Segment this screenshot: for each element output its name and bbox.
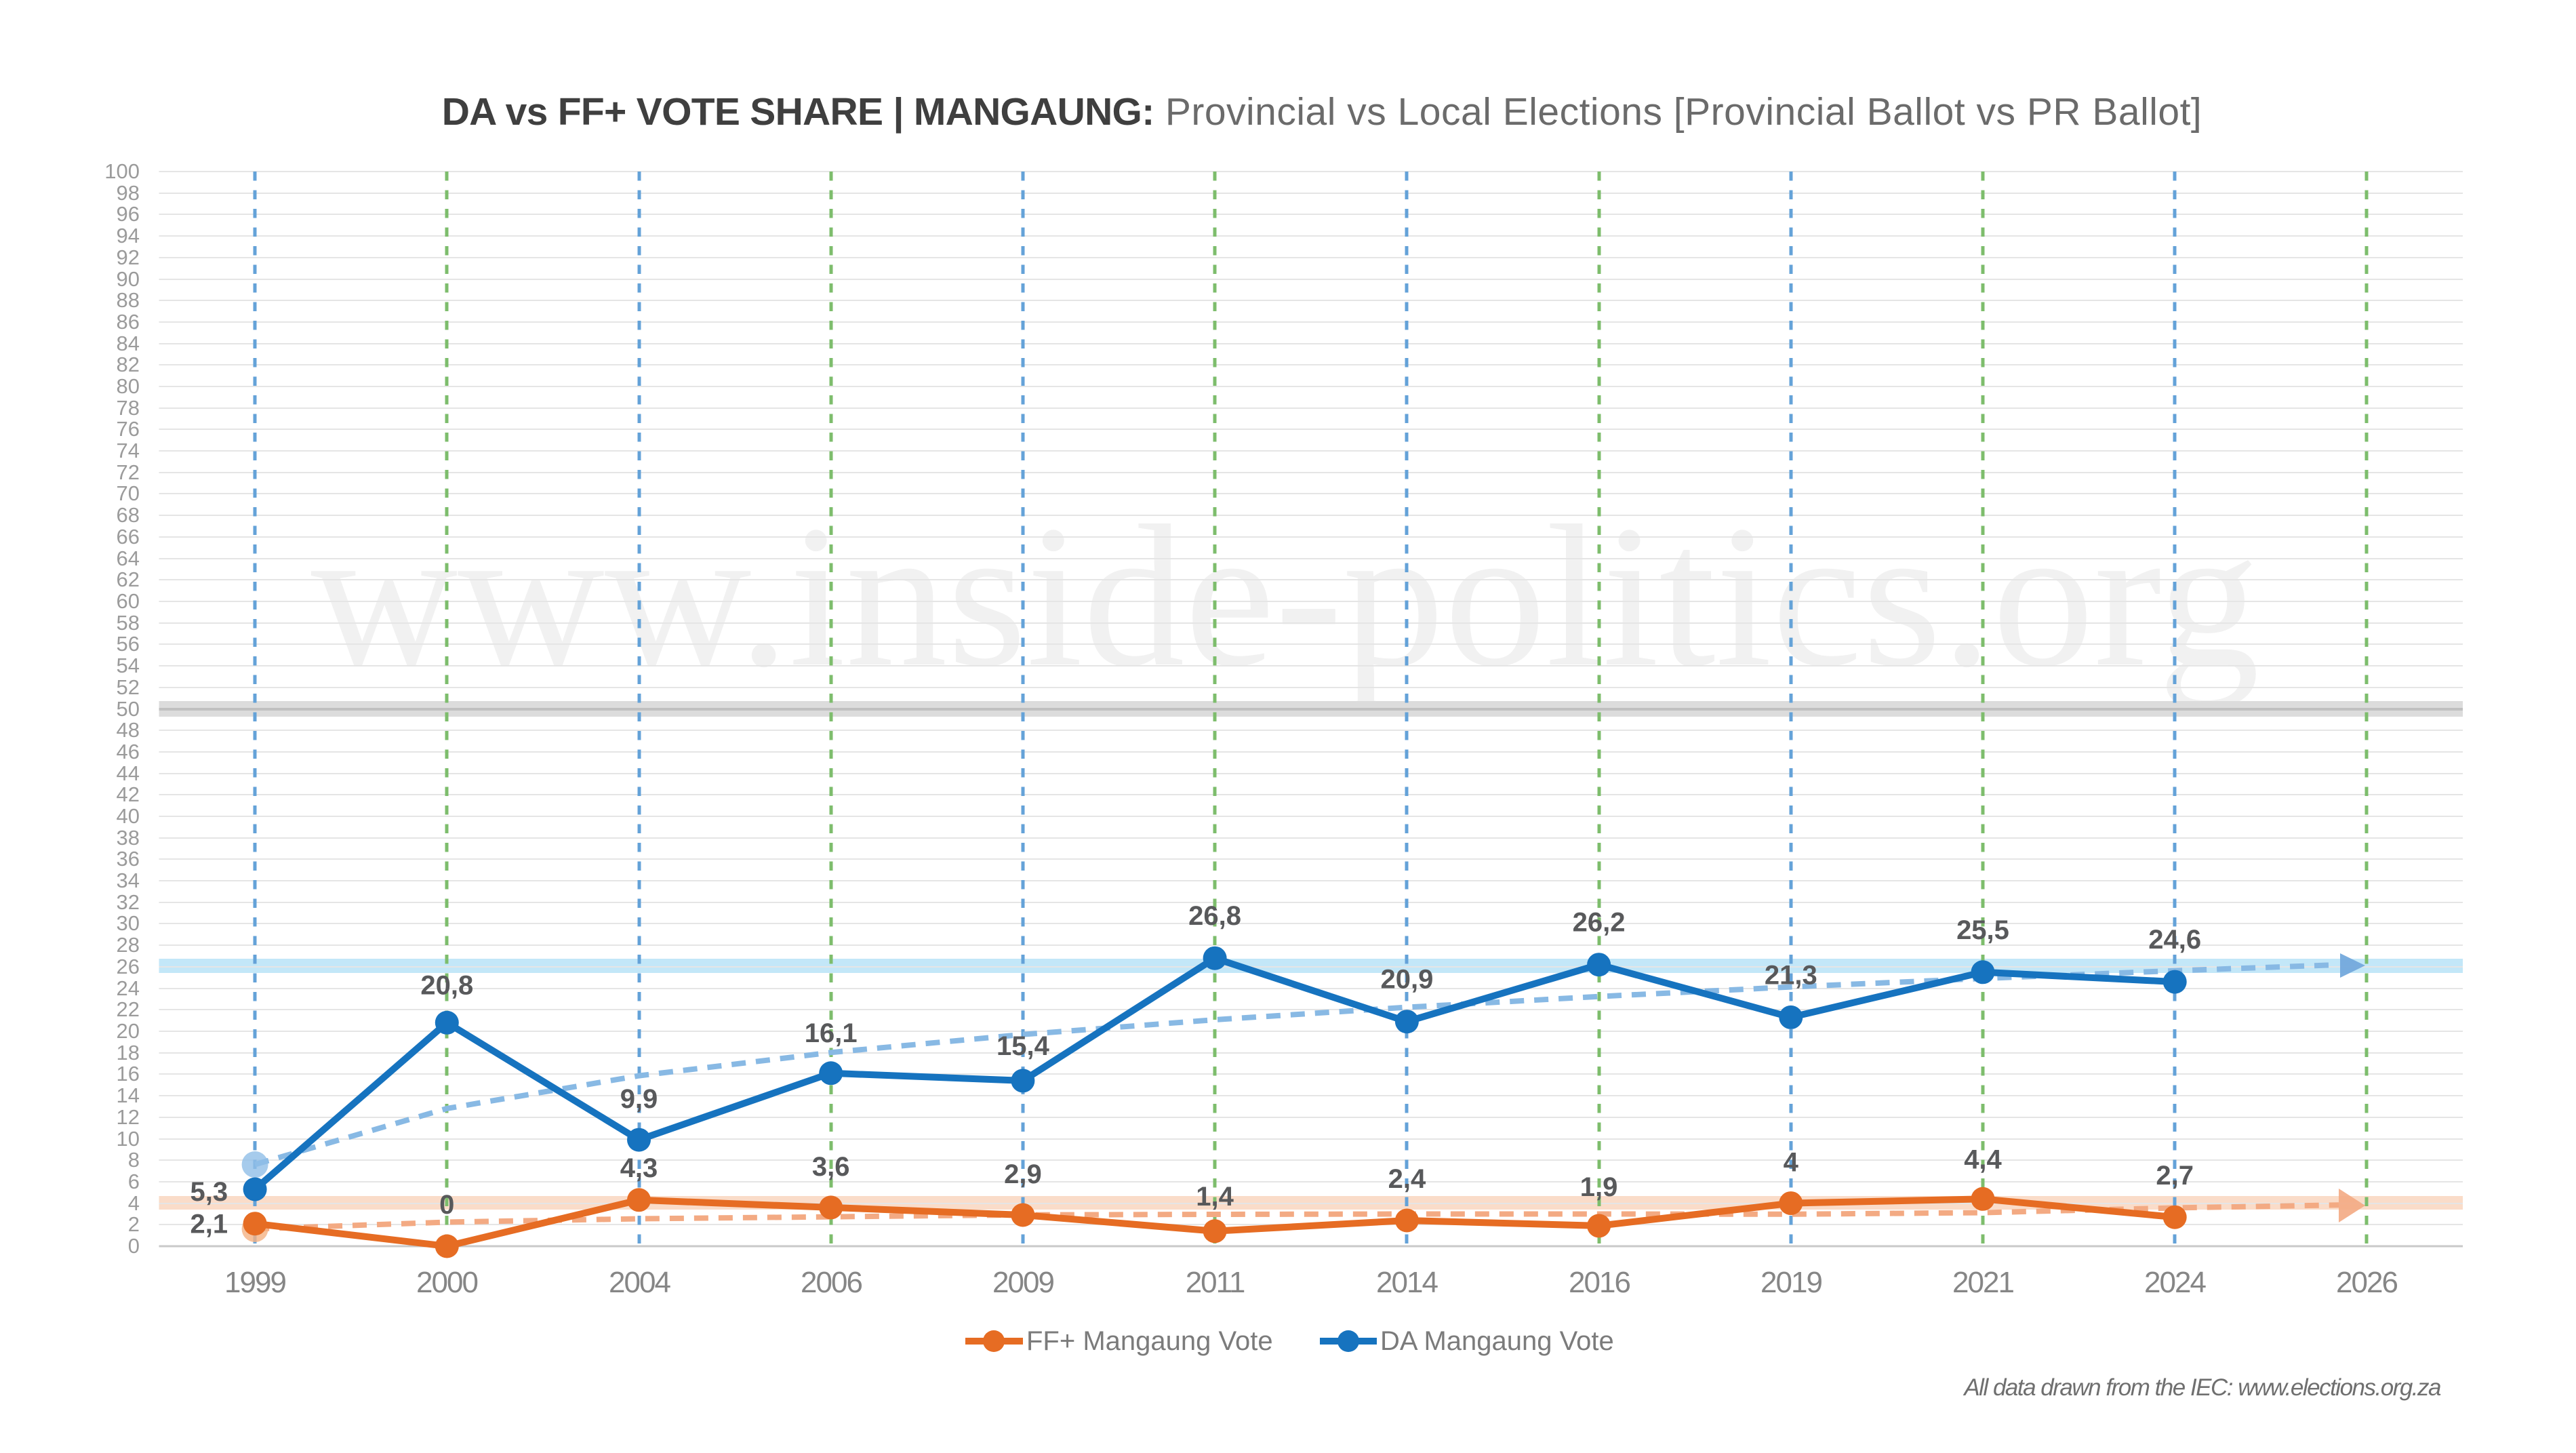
svg-text:58: 58 <box>117 611 140 635</box>
svg-text:16,1: 16,1 <box>805 1018 858 1048</box>
svg-text:26,8: 26,8 <box>1188 901 1241 931</box>
svg-text:4,3: 4,3 <box>620 1153 658 1183</box>
svg-text:2,1: 2,1 <box>190 1210 228 1239</box>
svg-text:9,9: 9,9 <box>620 1084 658 1114</box>
svg-text:6: 6 <box>128 1170 140 1193</box>
svg-text:4,4: 4,4 <box>1964 1145 2002 1174</box>
svg-text:38: 38 <box>117 826 140 850</box>
svg-text:64: 64 <box>117 546 140 570</box>
svg-text:56: 56 <box>117 632 140 656</box>
svg-text:34: 34 <box>117 869 140 892</box>
svg-text:2: 2 <box>128 1212 140 1236</box>
svg-text:46: 46 <box>117 740 140 763</box>
svg-text:30: 30 <box>117 911 140 935</box>
svg-text:15,4: 15,4 <box>997 1031 1050 1061</box>
svg-text:50: 50 <box>117 697 140 721</box>
svg-text:20: 20 <box>117 1019 140 1043</box>
svg-text:0: 0 <box>439 1190 454 1220</box>
svg-text:26: 26 <box>117 955 140 978</box>
svg-text:24: 24 <box>117 976 140 1000</box>
svg-text:40: 40 <box>117 804 140 828</box>
svg-text:2016: 2016 <box>1569 1266 1630 1299</box>
svg-text:76: 76 <box>117 417 140 441</box>
svg-text:8: 8 <box>128 1148 140 1172</box>
svg-text:FF+ Mangaung Vote: FF+ Mangaung Vote <box>1026 1326 1273 1356</box>
svg-text:18: 18 <box>117 1041 140 1064</box>
svg-text:20,9: 20,9 <box>1380 965 1433 995</box>
svg-text:78: 78 <box>117 396 140 420</box>
svg-text:68: 68 <box>117 503 140 527</box>
svg-text:1999: 1999 <box>224 1266 285 1299</box>
svg-text:3,6: 3,6 <box>812 1152 850 1182</box>
svg-text:80: 80 <box>117 374 140 398</box>
svg-text:26,2: 26,2 <box>1573 908 1626 938</box>
svg-text:70: 70 <box>117 481 140 505</box>
svg-text:www.inside-politics.org: www.inside-politics.org <box>311 483 2260 709</box>
svg-text:2019: 2019 <box>1760 1266 1822 1299</box>
svg-text:28: 28 <box>117 933 140 957</box>
svg-text:32: 32 <box>117 890 140 914</box>
svg-text:98: 98 <box>117 181 140 205</box>
svg-text:5,3: 5,3 <box>190 1177 228 1207</box>
svg-text:2000: 2000 <box>416 1266 477 1299</box>
svg-text:21,3: 21,3 <box>1765 960 1817 990</box>
svg-text:2004: 2004 <box>609 1266 670 1299</box>
svg-text:74: 74 <box>117 439 140 462</box>
svg-text:60: 60 <box>117 589 140 613</box>
svg-text:2,7: 2,7 <box>2156 1161 2194 1191</box>
svg-text:36: 36 <box>117 847 140 871</box>
svg-text:1,4: 1,4 <box>1196 1182 1234 1212</box>
svg-text:4: 4 <box>128 1191 140 1215</box>
svg-text:82: 82 <box>117 353 140 376</box>
svg-text:88: 88 <box>117 288 140 312</box>
svg-text:2024: 2024 <box>2144 1266 2206 1299</box>
svg-text:2,9: 2,9 <box>1004 1159 1042 1189</box>
svg-text:0: 0 <box>128 1234 140 1258</box>
svg-text:2026: 2026 <box>2336 1266 2397 1299</box>
svg-text:72: 72 <box>117 460 140 484</box>
svg-text:86: 86 <box>117 310 140 334</box>
svg-text:10: 10 <box>117 1127 140 1151</box>
svg-text:2006: 2006 <box>801 1266 862 1299</box>
svg-text:2009: 2009 <box>992 1266 1053 1299</box>
svg-text:24,6: 24,6 <box>2148 925 2201 955</box>
svg-text:20,8: 20,8 <box>420 970 473 1000</box>
svg-text:48: 48 <box>117 718 140 742</box>
svg-text:66: 66 <box>117 525 140 549</box>
svg-text:12: 12 <box>117 1105 140 1129</box>
svg-text:14: 14 <box>117 1083 140 1107</box>
svg-text:84: 84 <box>117 332 140 355</box>
svg-text:92: 92 <box>117 245 140 269</box>
svg-text:90: 90 <box>117 267 140 291</box>
svg-text:DA Mangaung Vote: DA Mangaung Vote <box>1380 1326 1614 1356</box>
svg-text:DA vs FF+ VOTE SHARE | MANGAUN: DA vs FF+ VOTE SHARE | MANGAUNG: Provinc… <box>442 90 2202 134</box>
svg-text:62: 62 <box>117 568 140 591</box>
svg-text:54: 54 <box>117 654 140 677</box>
svg-text:4: 4 <box>1784 1148 1799 1178</box>
svg-text:100: 100 <box>104 159 140 183</box>
svg-text:1,9: 1,9 <box>1580 1172 1618 1202</box>
svg-text:42: 42 <box>117 782 140 806</box>
svg-text:2014: 2014 <box>1376 1266 1438 1299</box>
svg-text:2011: 2011 <box>1186 1266 1245 1299</box>
svg-text:2021: 2021 <box>1952 1266 2013 1299</box>
svg-text:96: 96 <box>117 202 140 226</box>
svg-text:25,5: 25,5 <box>1956 915 2009 945</box>
svg-text:2,4: 2,4 <box>1388 1164 1426 1194</box>
svg-text:All data drawn from the IEC: w: All data drawn from the IEC: www.electio… <box>1963 1374 2441 1401</box>
svg-text:52: 52 <box>117 675 140 699</box>
svg-text:44: 44 <box>117 761 140 785</box>
svg-text:22: 22 <box>117 997 140 1021</box>
svg-text:94: 94 <box>117 224 140 247</box>
svg-text:16: 16 <box>117 1062 140 1086</box>
